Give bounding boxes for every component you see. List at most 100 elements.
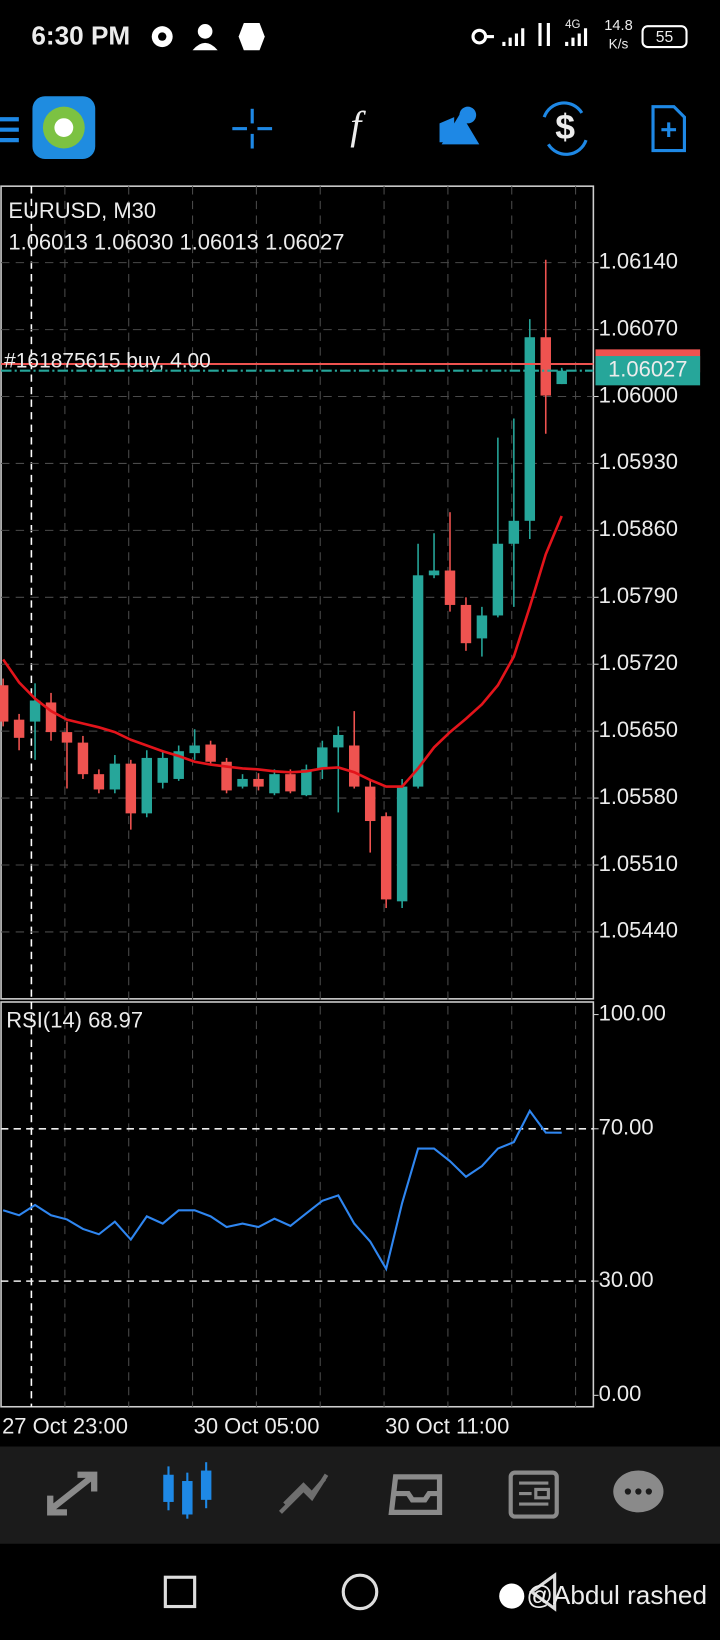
news-tab[interactable] <box>508 1470 559 1519</box>
y-tick-label: 1.06140 <box>599 248 678 273</box>
candle-body <box>460 604 472 644</box>
candle-body <box>285 774 296 792</box>
trade-tab[interactable] <box>278 1473 329 1514</box>
symbol-title: EURUSD, M30 <box>8 198 156 223</box>
news-tab-lines <box>519 1481 550 1506</box>
chat-dot <box>635 1488 642 1495</box>
rsi-line <box>2 1108 562 1272</box>
y-tick-label: 100.00 <box>599 1000 666 1025</box>
trade-tool[interactable]: $ <box>555 107 575 147</box>
x-tick-label: 27 Oct 23:00 <box>2 1413 128 1438</box>
trade-tool-arrows <box>542 101 588 156</box>
candle-body <box>412 575 424 787</box>
candle-body <box>380 816 392 900</box>
candle-body <box>317 747 328 770</box>
candle-body <box>173 751 184 779</box>
candle-body <box>524 337 536 521</box>
watermark-logo <box>499 1583 525 1609</box>
clock: 6:30 PM <box>31 21 130 51</box>
chat-dot <box>645 1488 652 1495</box>
candle-body <box>253 778 264 787</box>
y-tick-label: 1.05440 <box>599 918 678 943</box>
y-tick-label: 1.05790 <box>599 583 678 608</box>
y-tick-label: 1.05720 <box>599 650 678 675</box>
candle-body <box>556 370 567 385</box>
recents-button[interactable] <box>163 1575 197 1609</box>
data-arrows <box>538 23 550 47</box>
app-logo-center <box>54 118 74 138</box>
candle-body <box>141 757 153 814</box>
candle-body <box>189 745 200 754</box>
candle-body <box>93 774 105 790</box>
candle-body <box>109 763 121 790</box>
y-tick-label: 0.00 <box>599 1381 642 1406</box>
candle-body <box>205 744 216 762</box>
candle-body <box>29 700 41 722</box>
candle-body <box>508 520 520 544</box>
signal-icon <box>502 28 525 47</box>
candle-body <box>444 570 456 605</box>
settings-icon-hole <box>158 32 167 41</box>
quotes-tab[interactable] <box>47 1471 98 1516</box>
new-order-plus <box>661 122 677 138</box>
net-speed: 14.8 <box>604 18 632 34</box>
network-type: 4G <box>565 19 580 31</box>
vpn-icon <box>238 23 265 51</box>
candle-body <box>540 337 551 396</box>
net-speed-unit: K/s <box>609 37 629 52</box>
bottom-nav <box>0 1446 720 1544</box>
user-icon-body <box>192 42 218 51</box>
chat-dot <box>624 1488 632 1495</box>
rsi-title: RSI(14) 68.97 <box>6 1008 143 1033</box>
battery <box>641 25 688 49</box>
candle-body <box>125 763 137 814</box>
candle-body <box>77 742 89 775</box>
chart-tab[interactable] <box>163 1462 212 1519</box>
ohlc-readout: 1.06013 1.06030 1.06013 1.06027 <box>8 229 344 254</box>
moving-average <box>2 515 563 788</box>
toolbar: f $ <box>0 96 686 159</box>
order-label: #161875615 buy, 4.00 <box>4 349 211 372</box>
x-tick-label: 30 Oct 11:00 <box>385 1413 509 1438</box>
status-bar: 6:30 PM 4G 14.8 K/s 55 <box>31 18 688 52</box>
user-icon <box>197 24 213 39</box>
y-tick-label: 70.00 <box>599 1115 654 1140</box>
candle-body <box>364 786 376 822</box>
plot-layer: 27 Oct 23:00 30 Oct 05:00 30 Oct 11:00 1.06… <box>0 186 701 1438</box>
candle-body <box>61 732 73 743</box>
candle-body <box>237 778 248 787</box>
menu-button[interactable] <box>0 117 19 143</box>
history-tab[interactable] <box>388 1474 443 1516</box>
new-order-tool[interactable] <box>651 105 686 153</box>
objects-tool[interactable] <box>439 112 480 145</box>
battery-level: 55 <box>656 29 674 46</box>
y-tick-label: 1.05930 <box>599 449 678 474</box>
candle-body <box>221 761 232 791</box>
candle-body <box>476 615 488 639</box>
y-tick-label: 1.06070 <box>599 315 678 340</box>
objects-tool-circle <box>459 106 477 124</box>
y-tick-label: 30.00 <box>599 1267 654 1292</box>
candle-body <box>349 745 360 787</box>
candle-body <box>0 685 9 722</box>
home-button[interactable] <box>341 1573 379 1611</box>
y-tick-label: 1.05650 <box>599 717 678 742</box>
candle-body <box>13 719 25 738</box>
candle-body <box>45 702 57 733</box>
y-tick-label: 1.05580 <box>599 784 678 809</box>
crosshair-tool[interactable] <box>232 108 273 149</box>
signal-icon-2 <box>565 28 588 47</box>
price-panel <box>0 185 595 1000</box>
price-tag <box>595 356 701 386</box>
price-tag-label: 1.06027 <box>608 357 687 382</box>
y-tick-label: 1.06000 <box>599 382 678 407</box>
candle-body <box>157 757 168 783</box>
candle-body <box>333 734 344 748</box>
y-tick-label: 1.05510 <box>599 851 678 876</box>
back-button[interactable] <box>528 1572 557 1612</box>
candle-body <box>428 570 440 576</box>
y-tick-label: 1.05860 <box>599 516 678 541</box>
